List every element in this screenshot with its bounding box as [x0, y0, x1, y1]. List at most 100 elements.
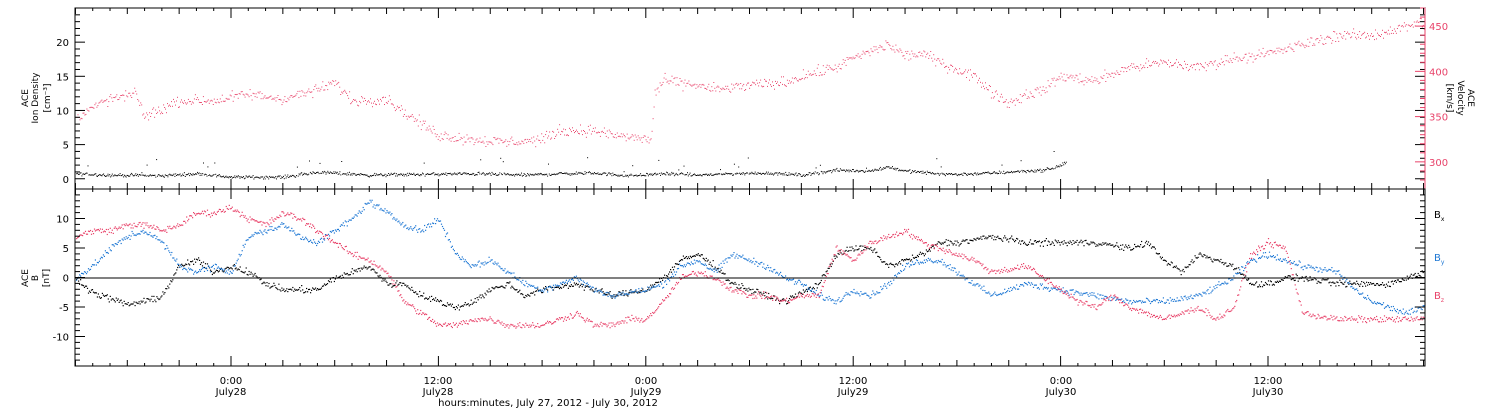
data-point [161, 240, 163, 242]
data-point [687, 82, 689, 84]
data-point [150, 175, 152, 177]
data-point [478, 260, 480, 262]
data-point [1132, 248, 1134, 251]
data-point [276, 97, 278, 99]
data-point [1075, 74, 1077, 76]
data-point [820, 74, 822, 76]
data-point [746, 84, 748, 86]
data-point [113, 97, 115, 98]
data-point [442, 138, 444, 140]
data-point [1124, 67, 1126, 69]
data-point [301, 238, 303, 240]
data-point [1416, 20, 1418, 22]
data-point [326, 172, 328, 174]
data-point [124, 175, 126, 177]
data-point [132, 232, 134, 235]
data-point [675, 84, 677, 86]
data-point [303, 173, 304, 175]
data-point [1100, 76, 1102, 78]
data-point [318, 87, 320, 89]
data-point [757, 289, 759, 291]
data-point [1272, 283, 1274, 285]
data-point [617, 175, 619, 177]
data-point [435, 136, 437, 138]
data-point [127, 302, 129, 304]
data-point [198, 271, 200, 273]
data-point [530, 285, 532, 287]
data-point [1371, 33, 1372, 35]
data-point [357, 104, 359, 106]
data-point [630, 289, 632, 291]
data-point [985, 236, 987, 238]
data-point [642, 174, 644, 176]
data-point [750, 173, 752, 175]
data-point [626, 133, 628, 135]
data-point [587, 286, 589, 288]
data-point [273, 98, 275, 100]
data-point [560, 133, 562, 135]
data-point [1031, 169, 1032, 171]
data-point [607, 174, 608, 176]
data-point [512, 174, 514, 176]
data-point [943, 173, 945, 175]
data-point [1389, 285, 1391, 288]
data-point [810, 174, 812, 176]
data-point [560, 287, 563, 289]
data-point [322, 285, 325, 287]
data-point [902, 259, 904, 261]
data-point [515, 174, 516, 176]
data-point [187, 271, 189, 273]
data-point [76, 279, 78, 281]
data-point [546, 130, 548, 132]
data-point [451, 245, 453, 247]
data-point [217, 175, 219, 177]
data-point [513, 143, 515, 145]
data-point [348, 174, 350, 176]
data-point [930, 172, 932, 174]
data-point [381, 100, 382, 102]
data-point [251, 176, 253, 178]
data-point [600, 173, 602, 175]
data-point [420, 295, 422, 297]
data-point [467, 173, 469, 175]
data-point [1304, 276, 1306, 278]
data-point [1017, 170, 1019, 172]
data-point [227, 176, 229, 178]
data-point [974, 238, 976, 240]
data-point [219, 175, 221, 177]
data-point [1207, 257, 1209, 259]
data-point [662, 81, 664, 83]
data-point [991, 172, 993, 174]
data-point [728, 173, 730, 174]
data-point [820, 170, 822, 172]
data-point [262, 282, 264, 284]
data-point [1117, 72, 1119, 74]
data-point [426, 297, 428, 299]
data-point [98, 174, 100, 176]
data-point [984, 238, 986, 240]
data-point [813, 288, 815, 290]
data-point [461, 174, 463, 175]
data-point [442, 227, 445, 230]
data-point [126, 238, 128, 240]
data-point [1270, 281, 1272, 283]
data-point [866, 170, 868, 172]
data-point [1188, 68, 1190, 70]
data-point [160, 113, 162, 115]
data-point [519, 143, 521, 145]
data-point [1418, 274, 1420, 276]
data-point [521, 282, 523, 284]
data-point [296, 234, 298, 236]
data-point [384, 104, 385, 105]
data-point [812, 73, 814, 75]
data-point [1018, 242, 1020, 244]
data-point [169, 173, 171, 175]
data-point [477, 141, 479, 143]
data-point [470, 299, 472, 301]
data-point [135, 301, 137, 303]
data-point [1195, 257, 1197, 259]
data-point [355, 214, 357, 216]
data-point [758, 172, 760, 174]
data-point [494, 287, 496, 289]
data-point [245, 239, 247, 242]
